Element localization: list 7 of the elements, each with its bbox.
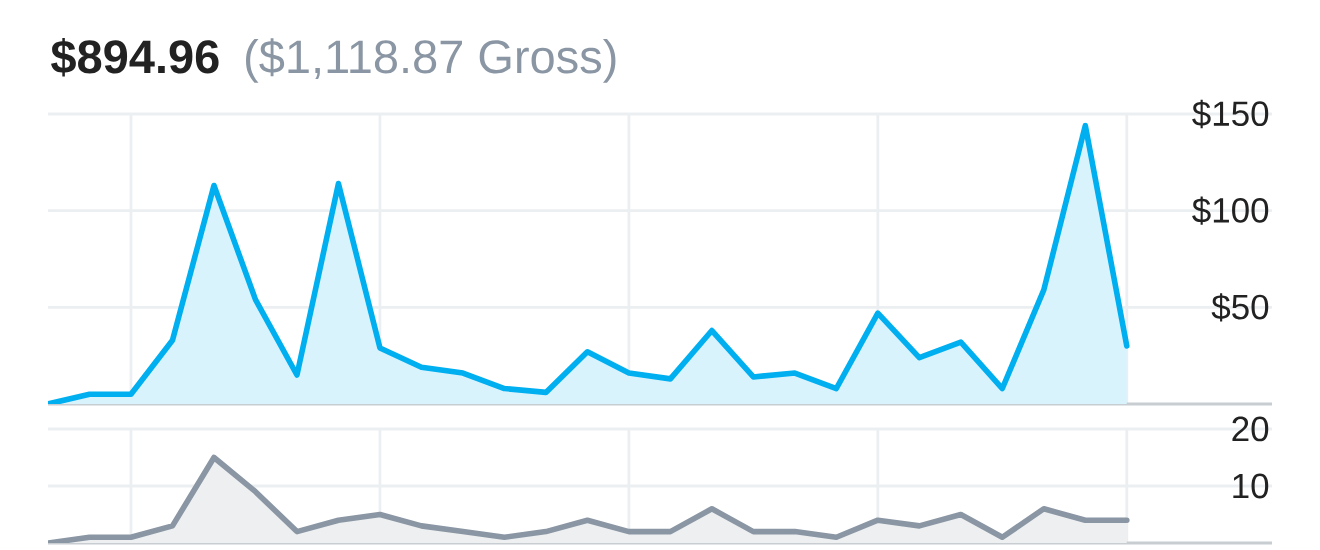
y-tick-label: $50 <box>1211 293 1269 322</box>
y-tick-label: $150 <box>1192 99 1269 129</box>
y-tick-label: $100 <box>1192 196 1269 225</box>
y-tick-label: 20 <box>1232 416 1269 442</box>
chart-subtitle: ($1,118.87 Gross) <box>246 38 616 83</box>
y-tick-label: 10 <box>1233 473 1269 499</box>
chart-title: $894.96 <box>51 38 219 77</box>
